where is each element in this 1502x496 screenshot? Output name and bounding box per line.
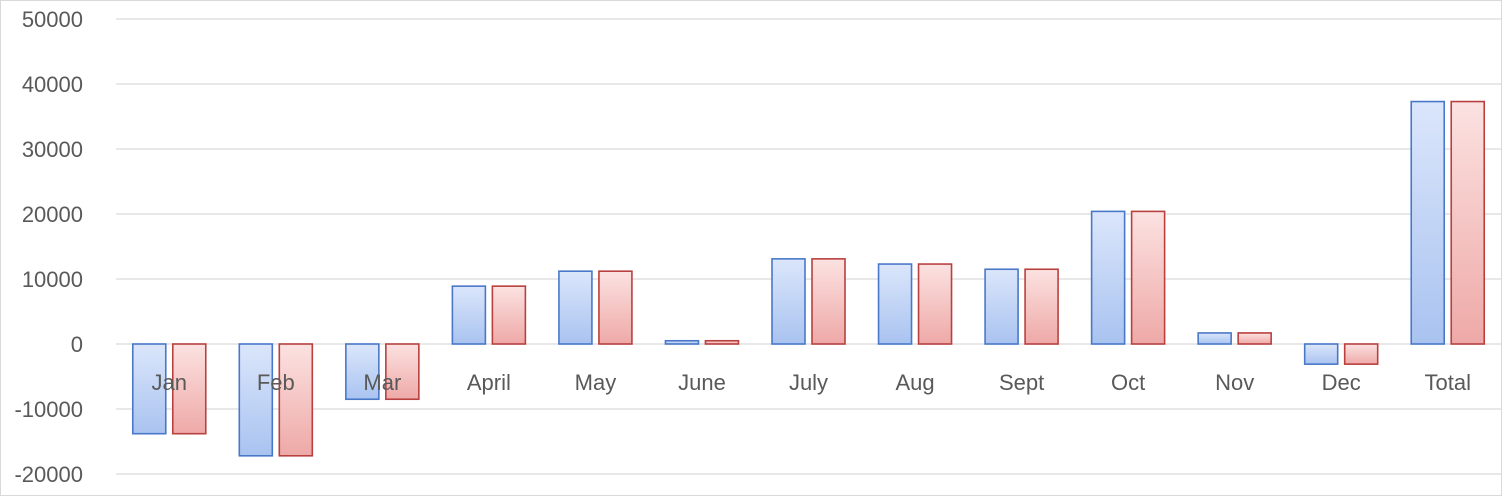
y-tick-label: 40000 — [22, 72, 83, 97]
bar-dec-series-2 — [1343, 343, 1379, 365]
y-tick-label: 20000 — [22, 202, 83, 227]
bar-oct-series-1 — [1090, 210, 1126, 345]
bar-oct-series-2 — [1130, 210, 1166, 345]
bar-aug-series-2 — [917, 263, 953, 345]
bar-dec-series-1 — [1303, 343, 1339, 365]
bar-april-series-2 — [491, 285, 527, 345]
category-label: June — [678, 370, 726, 395]
category-label: July — [789, 370, 828, 395]
y-tick-label: 30000 — [22, 137, 83, 162]
bars — [131, 100, 1486, 457]
bar-mar-series-1 — [345, 343, 380, 401]
y-tick-label: -10000 — [14, 397, 83, 422]
y-tick-label: 10000 — [22, 267, 83, 292]
bar-mar-series-2 — [385, 343, 420, 401]
bar-may-series-1 — [558, 270, 593, 345]
bar-feb-series-1 — [238, 343, 274, 457]
category-label: May — [575, 370, 617, 395]
category-label: Jan — [152, 370, 187, 395]
category-labels: Jan Feb Mar April May June July Aug Sept Oct Nov De… — [152, 370, 1471, 395]
bar-april-series-1 — [451, 285, 487, 345]
category-label: Dec — [1322, 370, 1361, 395]
category-label: Feb — [257, 370, 295, 395]
category-label: Aug — [895, 370, 934, 395]
bar-jan-series-2 — [171, 343, 207, 435]
gridlines — [116, 18, 1501, 475]
bar-aug-series-1 — [877, 263, 913, 345]
category-label: Total — [1424, 370, 1470, 395]
category-label: Sept — [999, 370, 1044, 395]
bar-feb-series-2 — [278, 343, 314, 457]
category-label: Nov — [1215, 370, 1254, 395]
bar-june-series-2 — [704, 339, 740, 345]
y-tick-label: 0 — [71, 332, 83, 357]
bar-sept-series-1 — [984, 268, 1019, 345]
bar-july-series-2 — [811, 258, 846, 345]
bar-nov-series-2 — [1237, 332, 1272, 345]
y-tick-label: -20000 — [14, 462, 83, 487]
bar-june-series-1 — [664, 339, 700, 345]
bar-may-series-2 — [598, 270, 633, 345]
y-axis-tick-labels: 50000 40000 30000 20000 10000 0 -10000 -20000 — [14, 7, 83, 487]
bar-total-series-2 — [1450, 100, 1486, 345]
category-label: April — [467, 370, 511, 395]
bar-nov-series-1 — [1197, 332, 1232, 345]
bar-jan-series-1 — [131, 343, 167, 435]
bar-total-series-1 — [1410, 100, 1446, 345]
bar-sept-series-2 — [1024, 268, 1059, 345]
category-label: Oct — [1111, 370, 1145, 395]
y-tick-label: 50000 — [22, 7, 83, 32]
category-label: Mar — [363, 370, 401, 395]
bar-july-series-1 — [771, 258, 806, 345]
